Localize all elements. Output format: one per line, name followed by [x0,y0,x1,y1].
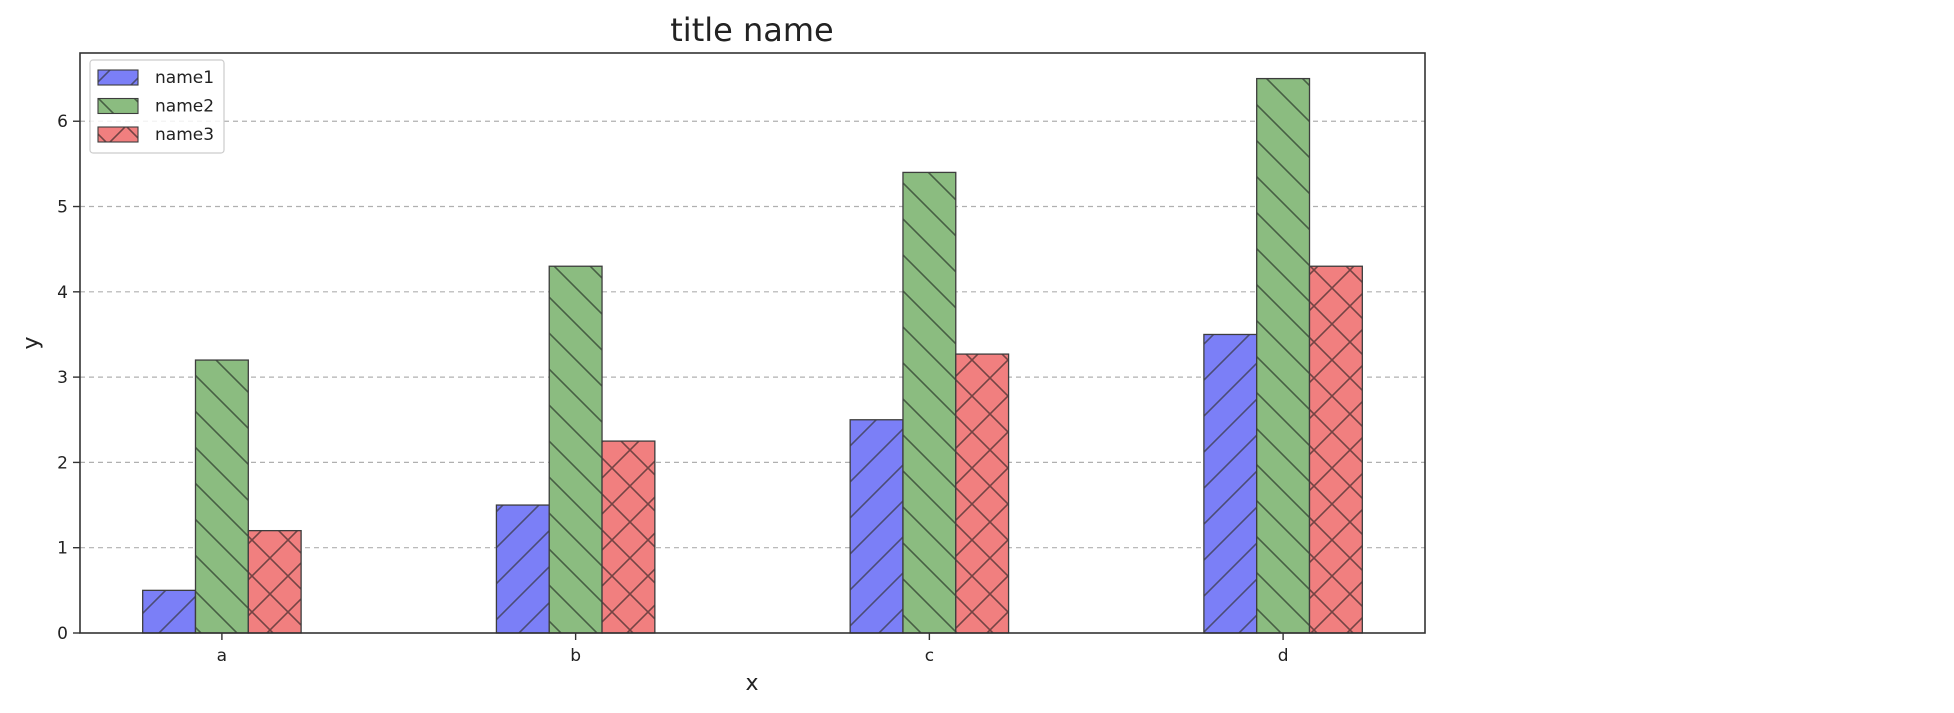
y-tick-label: 5 [57,198,68,218]
bar-name2-c [902,171,957,634]
bar-hatch [247,529,302,634]
bar-name1-d [1203,333,1258,634]
x-tick-label: b [570,646,581,666]
legend-entry-name3: name3 [97,125,214,145]
grid-layer [80,120,1425,549]
y-tick-label: 4 [57,283,68,303]
legend-entry-name1: name1 [97,68,214,88]
legend-label: name3 [155,125,214,145]
y-tick-label: 3 [57,368,68,388]
legend-label: name1 [155,68,214,88]
bar-hatch [548,265,603,634]
bar-name1-a [142,589,197,634]
x-axis-ticks: a b c d [217,633,1289,666]
bar-name3-a [247,529,302,634]
x-tick-label: c [925,646,934,666]
x-axis-label: x [745,671,758,696]
bar-hatch [1308,265,1363,634]
bar-hatch [1203,333,1258,634]
legend-swatch-hatch [97,69,139,86]
bar-hatch [955,353,1010,634]
chart-title: title name [670,11,833,49]
bar-name3-b [601,440,656,634]
x-tick-label: a [217,646,227,666]
bar-name3-c [955,353,1010,634]
y-axis-label: y [19,336,44,349]
plot-frame [79,52,1426,634]
y-tick-label: 2 [57,453,68,473]
bar-name1-b [495,504,550,634]
bars-layer [142,77,1363,634]
legend-label: name2 [155,97,214,117]
bar-name3-d [1308,265,1363,634]
bar-name1-c [849,419,904,634]
legend: name1 name2 name3 [89,59,225,154]
bar-hatch [142,589,197,634]
bar-hatch [495,504,550,634]
legend-entry-name2: name2 [97,97,214,117]
bar-name2-b [548,265,603,634]
legend-swatch-hatch [97,97,139,115]
legend-swatch-hatch [97,126,139,143]
y-tick-label: 0 [57,624,68,644]
bar-hatch [849,419,904,634]
bar-hatch [902,171,957,634]
y-tick-label: 1 [57,539,68,559]
x-tick-label: d [1278,646,1289,666]
bar-hatch [194,359,249,634]
bar-hatch [601,440,656,634]
bar-name2-a [194,359,249,634]
y-tick-label: 6 [57,112,68,132]
bar-name2-d [1256,77,1311,634]
bar-hatch [1256,77,1311,634]
y-axis-ticks: 0 1 2 3 4 5 6 [57,112,80,644]
